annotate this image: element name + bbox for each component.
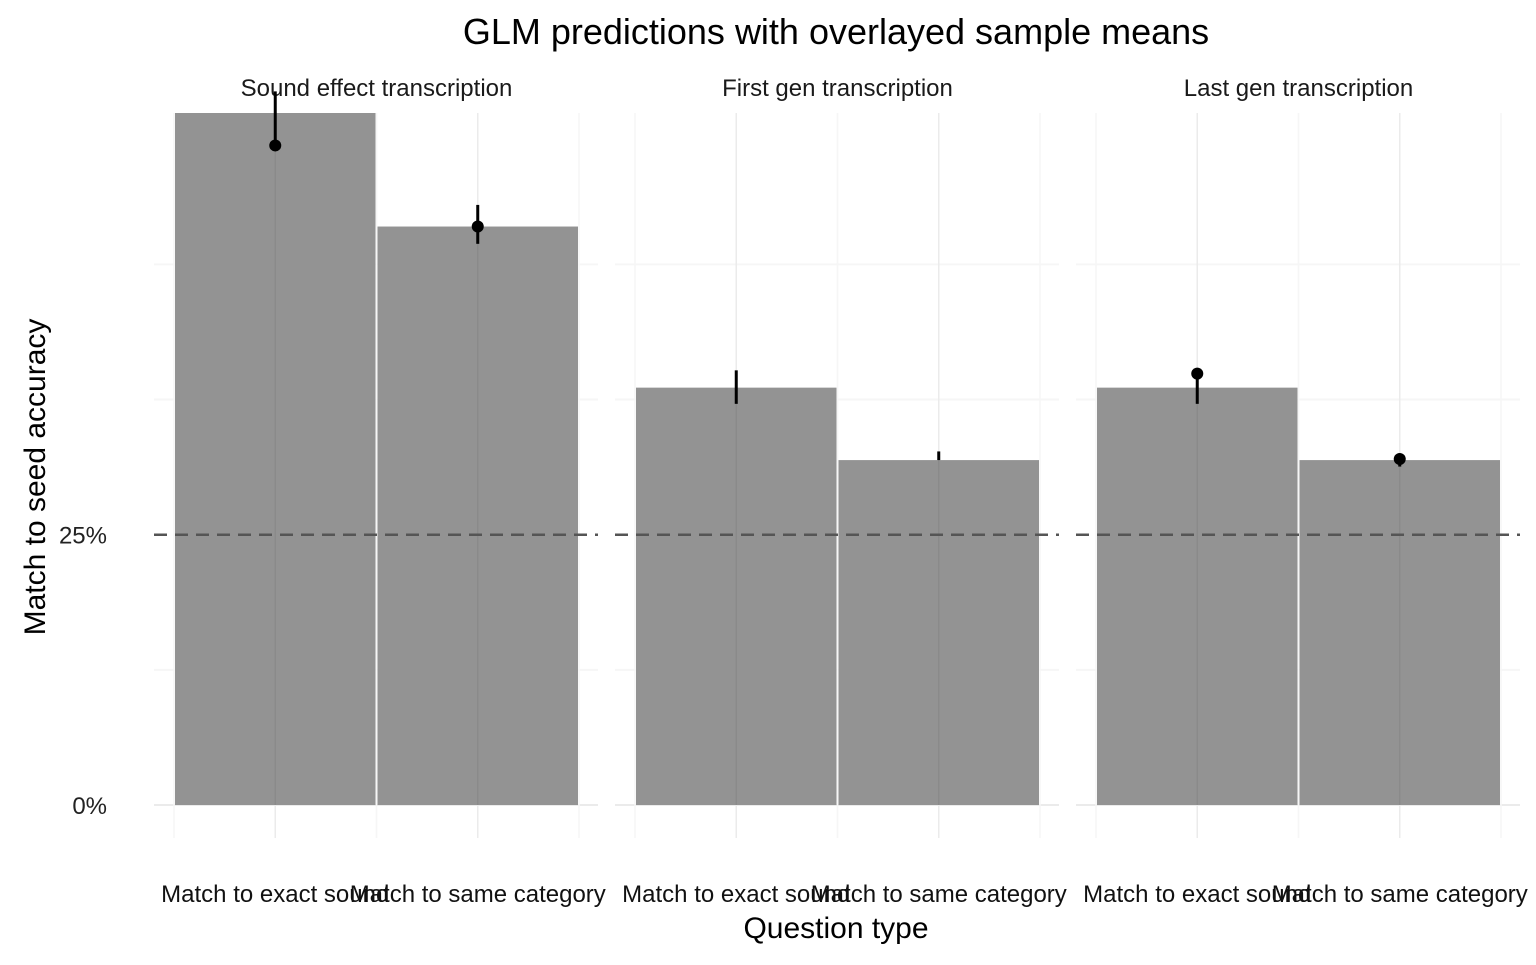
- x-axis-label: Question type: [743, 912, 928, 945]
- x-tick-label: Match to same category: [1272, 881, 1528, 908]
- sample-mean-point: [471, 220, 484, 233]
- sample-mean-point: [1393, 453, 1406, 465]
- facet-strip-label: First gen transcription: [722, 75, 953, 102]
- facet-panel: First gen transcription Match to exact so…: [615, 75, 1067, 908]
- chart-title: GLM predictions with overlayed sample me…: [463, 11, 1209, 52]
- facet-panel: Last gen transcription Match to exact sou…: [1076, 75, 1528, 908]
- x-tick-label: Match to same category: [811, 881, 1067, 908]
- x-tick-label: Match to exact sound: [1083, 881, 1311, 908]
- facet-panel: Sound effect transcription Match to exact…: [154, 75, 606, 908]
- x-tick-label: Match to exact sound: [161, 881, 389, 908]
- x-tick-label: Match to exact sound: [622, 881, 850, 908]
- sample-mean-point: [1191, 367, 1204, 380]
- y-axis-label: Match to seed accuracy: [19, 319, 52, 636]
- plot-layer: 0% 25% Sound effect transcription Match to …: [59, 75, 1528, 908]
- x-tick-label: Match to same category: [350, 881, 606, 908]
- facet-strip-label: Last gen transcription: [1184, 75, 1413, 102]
- sample-mean-point: [269, 139, 282, 152]
- y-tick-label: 25%: [59, 523, 107, 550]
- facet-strip-label: Sound effect transcription: [241, 75, 513, 102]
- y-tick-label: 0%: [72, 793, 107, 820]
